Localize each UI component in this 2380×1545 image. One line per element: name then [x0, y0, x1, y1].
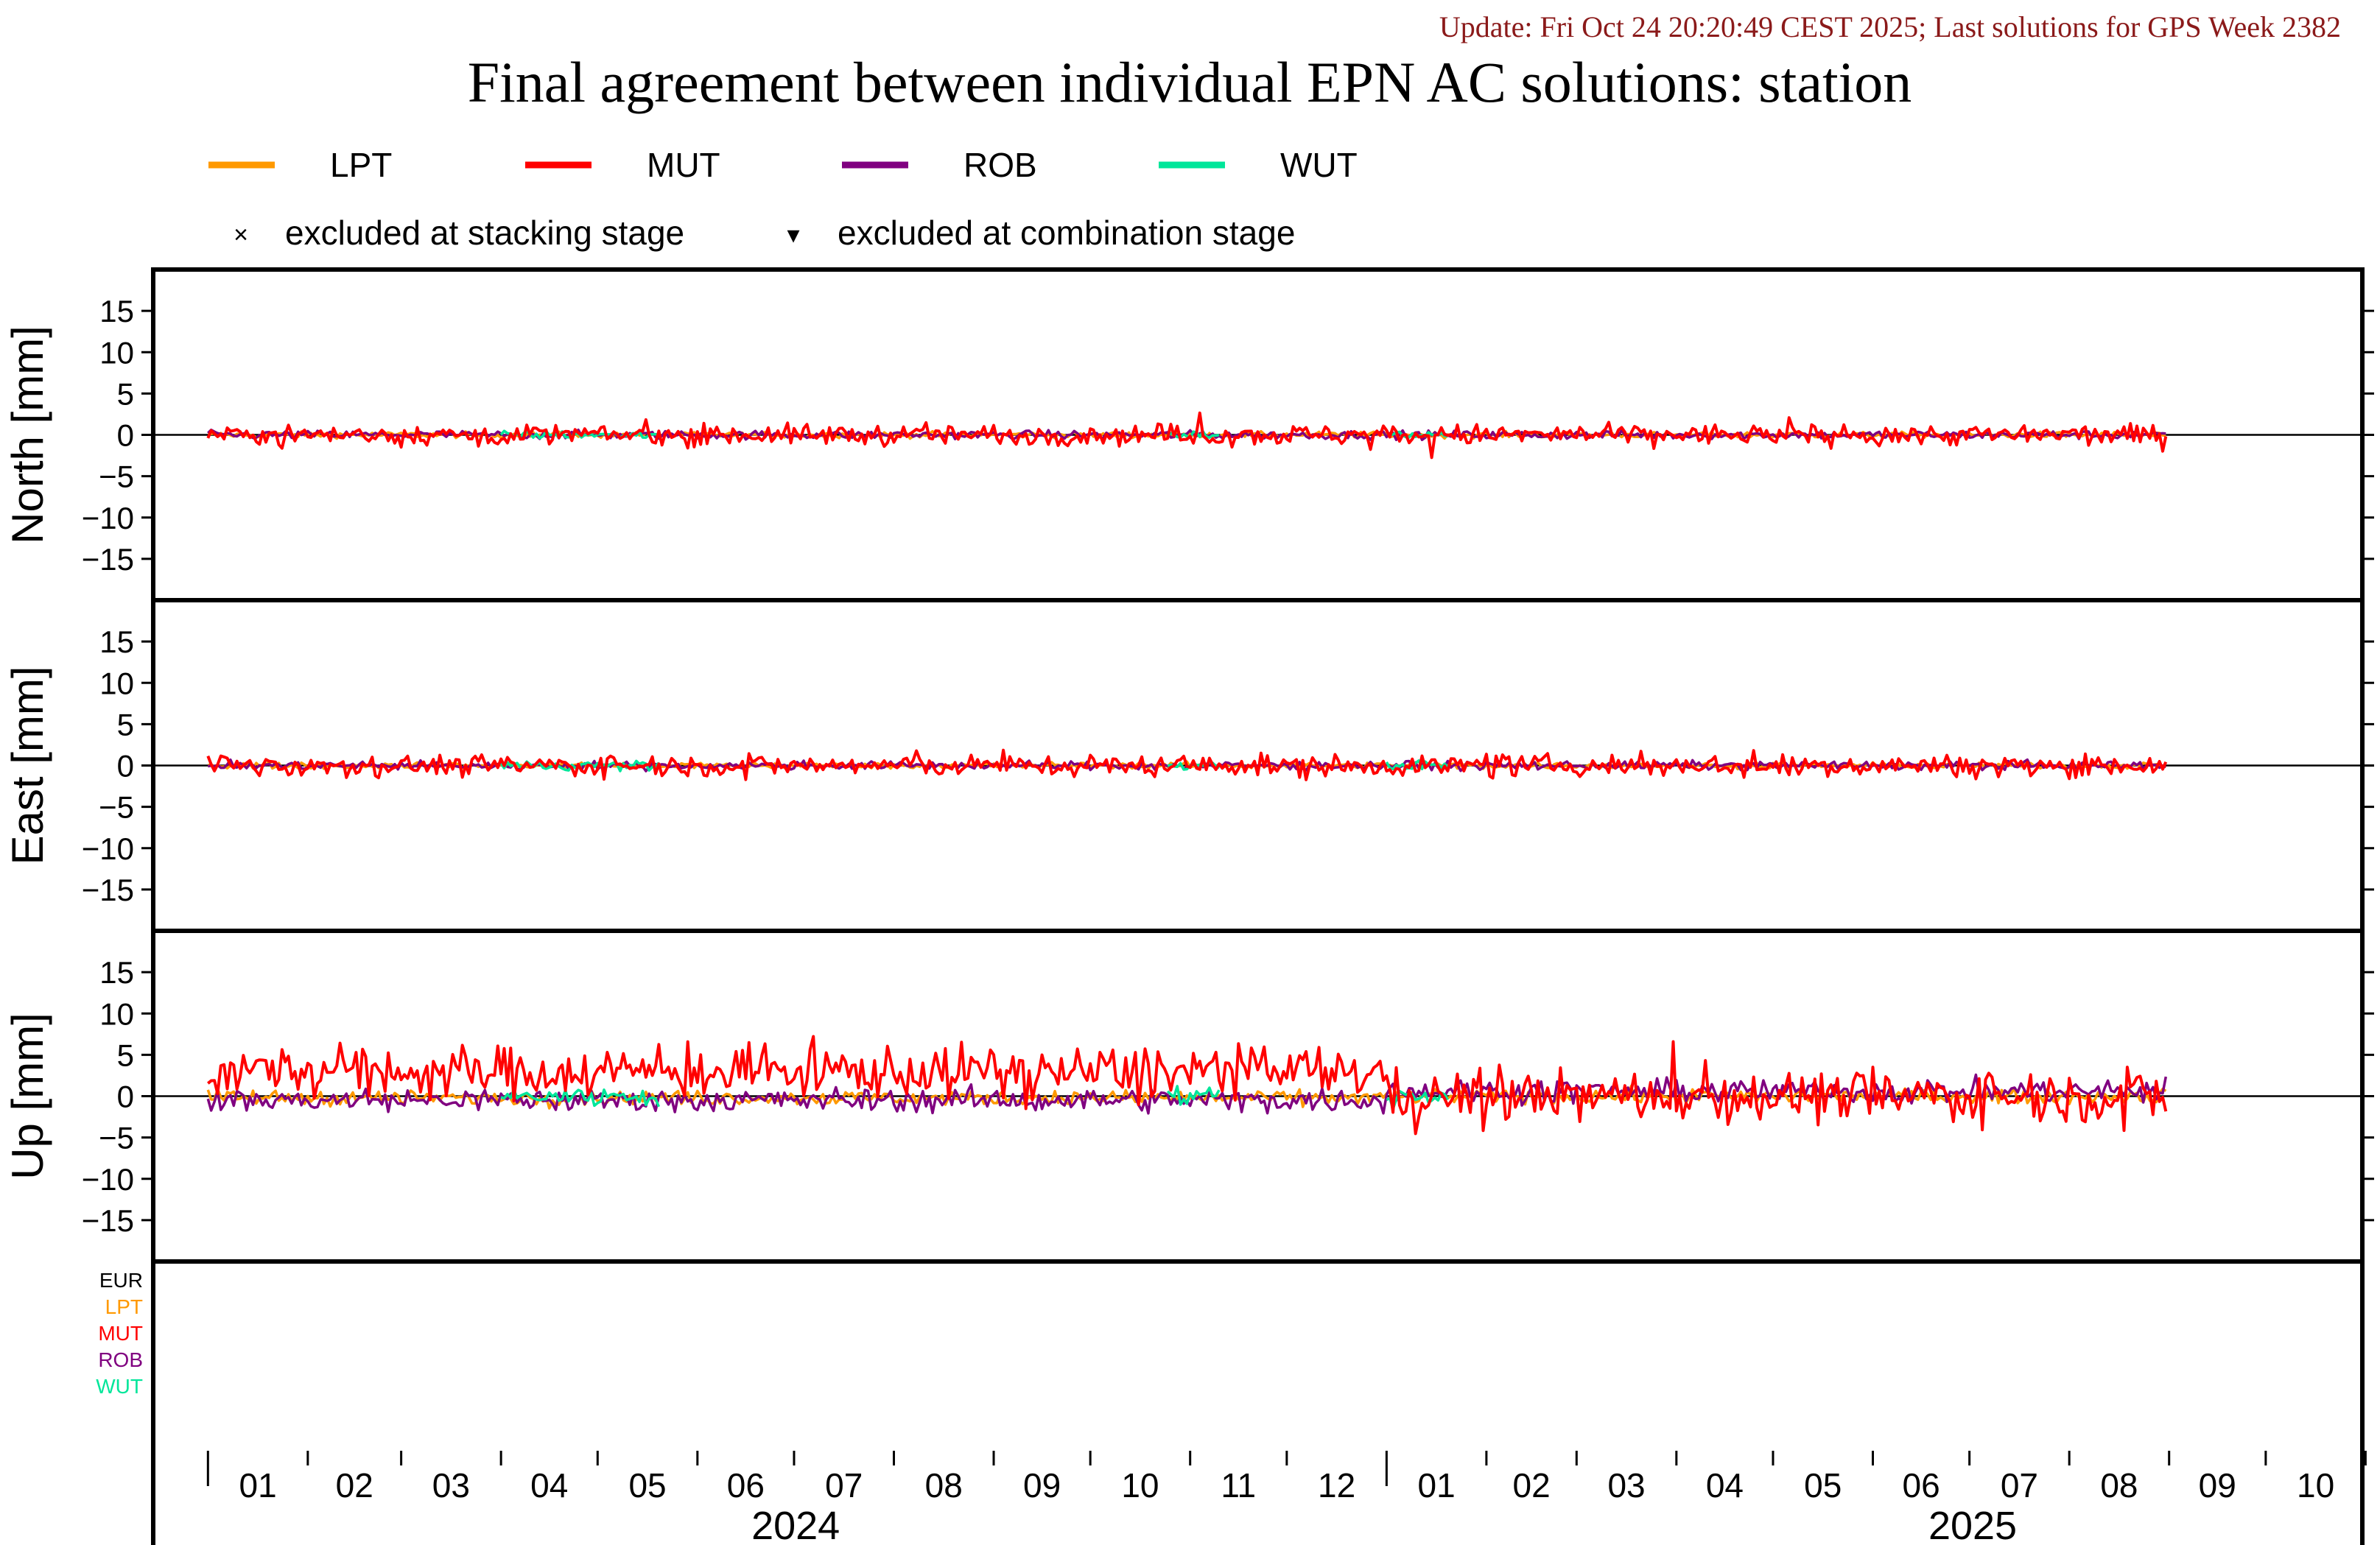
month-label-15: 03: [1607, 1466, 1645, 1504]
legend-label-rob: ROB: [963, 146, 1037, 184]
month-label-17: 05: [1804, 1466, 1842, 1504]
panel-1: 15 10 5 0 −5 −10 −15 North [mm]: [3, 267, 2374, 602]
panel-4: EUR LPT MUT ROB WUT: [96, 1259, 2365, 1545]
ytick-label-3--15: −15: [82, 1203, 134, 1238]
ytick-label-3-10: 10: [99, 996, 134, 1031]
panel-3: 15 10 5 0 −5 −10 −15 Up [mm]: [3, 929, 2374, 1264]
ylabel-2: East [mm]: [3, 666, 52, 865]
ac-label-lpt: LPT: [105, 1295, 143, 1318]
ytick-label-3--10: −10: [82, 1162, 134, 1197]
ytick-label-3--5: −5: [99, 1121, 134, 1155]
ac-label-wut: WUT: [96, 1375, 143, 1398]
ylabel-3: Up [mm]: [3, 1013, 52, 1180]
month-label-14: 02: [1513, 1466, 1551, 1504]
ylabel-1: North [mm]: [3, 325, 52, 544]
month-label-22: 10: [2297, 1466, 2334, 1504]
month-label-2: 02: [336, 1466, 373, 1504]
month-label-16: 04: [1706, 1466, 1744, 1504]
legend-label-mut: MUT: [647, 146, 720, 184]
month-label-1: 01: [239, 1466, 276, 1504]
ytick-label-1--10: −10: [82, 501, 134, 535]
legend-marker-label-1: excluded at stacking stage: [285, 214, 684, 252]
legend-marker-symbol-2: ▾: [787, 221, 799, 249]
ac-label-eur: EUR: [99, 1269, 143, 1292]
month-label-5: 05: [628, 1466, 666, 1504]
ytick-label-2-15: 15: [99, 624, 134, 659]
x-axis: 01 02 03 04 05 06 07 08 09 10 11 12 01 02 03 04 05 06 07 08…: [206, 1451, 2367, 1545]
panel-frame-4: [151, 1259, 2365, 1545]
month-label-11: 11: [1221, 1466, 1256, 1504]
ac-label-mut: MUT: [98, 1322, 143, 1345]
month-label-13: 01: [1418, 1466, 1456, 1504]
series-mut-panel-3: [207, 1035, 2168, 1136]
ytick-label-2--15: −15: [82, 873, 134, 907]
chart-title: Final agreement between individual EPN A…: [468, 50, 1912, 114]
ytick-label-2--5: −5: [99, 790, 134, 825]
year-label-2025: 2025: [1928, 1504, 2017, 1545]
legend-marker-label-2: excluded at combination stage: [838, 214, 1295, 252]
panels: 15 10 5 0 −5 −10 −15 North [mm] 15 10 5 0 −5 −10 −15 Ea…: [3, 267, 2374, 1545]
panel-2: 15 10 5 0 −5 −10 −15 East [mm]: [3, 598, 2374, 933]
legend-label-lpt: LPT: [330, 146, 392, 184]
month-label-7: 07: [825, 1466, 863, 1504]
ytick-label-1--15: −15: [82, 542, 134, 577]
month-label-6: 06: [727, 1466, 765, 1504]
month-label-8: 08: [925, 1466, 963, 1504]
month-label-19: 07: [2001, 1466, 2038, 1504]
ytick-label-3-15: 15: [99, 955, 134, 990]
legend-label-wut: WUT: [1280, 146, 1358, 184]
month-label-9: 09: [1023, 1466, 1061, 1504]
series-mut-panel-2: [206, 748, 2168, 781]
ytick-label-2-0: 0: [117, 749, 134, 784]
series-wut-panel-3: [500, 1085, 1449, 1111]
series-mut-panel-1: [206, 411, 2168, 460]
month-label-12: 12: [1318, 1466, 1355, 1504]
legend: LPT MUT ROB WUT × excluded at stacking stage ▾…: [208, 146, 1358, 252]
month-label-18: 06: [1902, 1466, 1940, 1504]
month-label-10: 10: [1121, 1466, 1159, 1504]
ytick-label-3-5: 5: [117, 1038, 134, 1072]
ytick-label-2--10: −10: [82, 831, 134, 866]
update-text: Update: Fri Oct 24 20:20:49 CEST 2025; L…: [1439, 10, 2341, 43]
ytick-label-3-0: 0: [117, 1080, 134, 1114]
month-label-21: 09: [2199, 1466, 2236, 1504]
ytick-label-1-15: 15: [99, 294, 134, 328]
ytick-label-1-10: 10: [99, 335, 134, 370]
ytick-label-2-5: 5: [117, 707, 134, 742]
ytick-label-2-10: 10: [99, 666, 134, 700]
ytick-label-1-0: 0: [117, 418, 134, 453]
ytick-label-1-5: 5: [117, 376, 134, 411]
month-label-20: 08: [2100, 1466, 2138, 1504]
ac-label-rob: ROB: [98, 1348, 143, 1371]
year-label-2024: 2024: [751, 1504, 840, 1545]
month-label-3: 03: [432, 1466, 470, 1504]
legend-marker-symbol-1: ×: [234, 221, 248, 249]
ytick-label-1--5: −5: [99, 460, 134, 494]
month-label-4: 04: [530, 1466, 568, 1504]
